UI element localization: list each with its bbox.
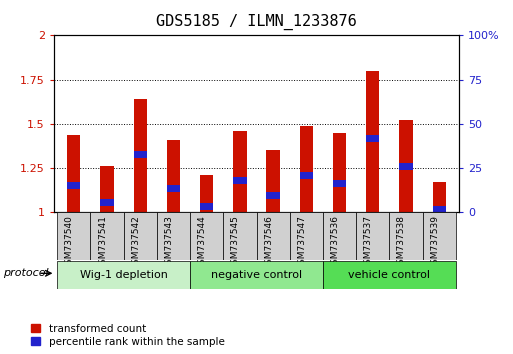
Bar <box>67 182 81 189</box>
Bar <box>356 212 389 260</box>
Bar <box>366 135 380 142</box>
Text: negative control: negative control <box>211 270 302 280</box>
Bar <box>432 182 446 212</box>
Bar <box>233 177 247 184</box>
Bar <box>290 212 323 260</box>
Text: GSM737547: GSM737547 <box>298 215 306 270</box>
Bar <box>323 261 456 289</box>
Bar <box>200 175 213 212</box>
Bar <box>389 212 423 260</box>
Text: GSM737538: GSM737538 <box>397 215 406 270</box>
Bar <box>366 71 380 212</box>
Bar <box>266 150 280 212</box>
Bar <box>57 212 90 260</box>
Bar <box>432 206 446 213</box>
Bar <box>167 140 180 212</box>
Bar <box>133 99 147 212</box>
Bar <box>67 135 81 212</box>
Text: GDS5185 / ILMN_1233876: GDS5185 / ILMN_1233876 <box>156 14 357 30</box>
Bar <box>57 261 190 289</box>
Bar <box>133 151 147 158</box>
Text: Wig-1 depletion: Wig-1 depletion <box>80 270 168 280</box>
Bar <box>124 212 157 260</box>
Bar <box>190 212 223 260</box>
Bar <box>323 212 356 260</box>
Text: GSM737543: GSM737543 <box>165 215 173 270</box>
Text: protocol: protocol <box>3 268 48 278</box>
Text: GSM737544: GSM737544 <box>198 215 207 270</box>
Text: vehicle control: vehicle control <box>348 270 430 280</box>
Bar <box>90 212 124 260</box>
Text: GSM737537: GSM737537 <box>364 215 373 270</box>
Bar <box>256 212 290 260</box>
Bar <box>233 131 247 212</box>
Text: GSM737540: GSM737540 <box>65 215 74 270</box>
Bar <box>200 203 213 210</box>
Bar <box>423 212 456 260</box>
Bar <box>167 185 180 192</box>
Bar <box>300 172 313 179</box>
Bar <box>300 126 313 212</box>
Bar <box>223 212 256 260</box>
Bar <box>333 133 346 212</box>
Text: GSM737536: GSM737536 <box>330 215 340 270</box>
Bar <box>333 180 346 187</box>
Text: GSM737546: GSM737546 <box>264 215 273 270</box>
Bar <box>101 166 114 212</box>
Bar <box>399 163 412 170</box>
Legend: transformed count, percentile rank within the sample: transformed count, percentile rank withi… <box>31 324 225 347</box>
Bar <box>101 199 114 206</box>
Bar <box>157 212 190 260</box>
Bar <box>266 192 280 199</box>
Bar <box>190 261 323 289</box>
Text: GSM737541: GSM737541 <box>98 215 107 270</box>
Text: GSM737542: GSM737542 <box>131 215 140 270</box>
Bar <box>399 120 412 212</box>
Text: GSM737539: GSM737539 <box>430 215 439 270</box>
Text: GSM737545: GSM737545 <box>231 215 240 270</box>
